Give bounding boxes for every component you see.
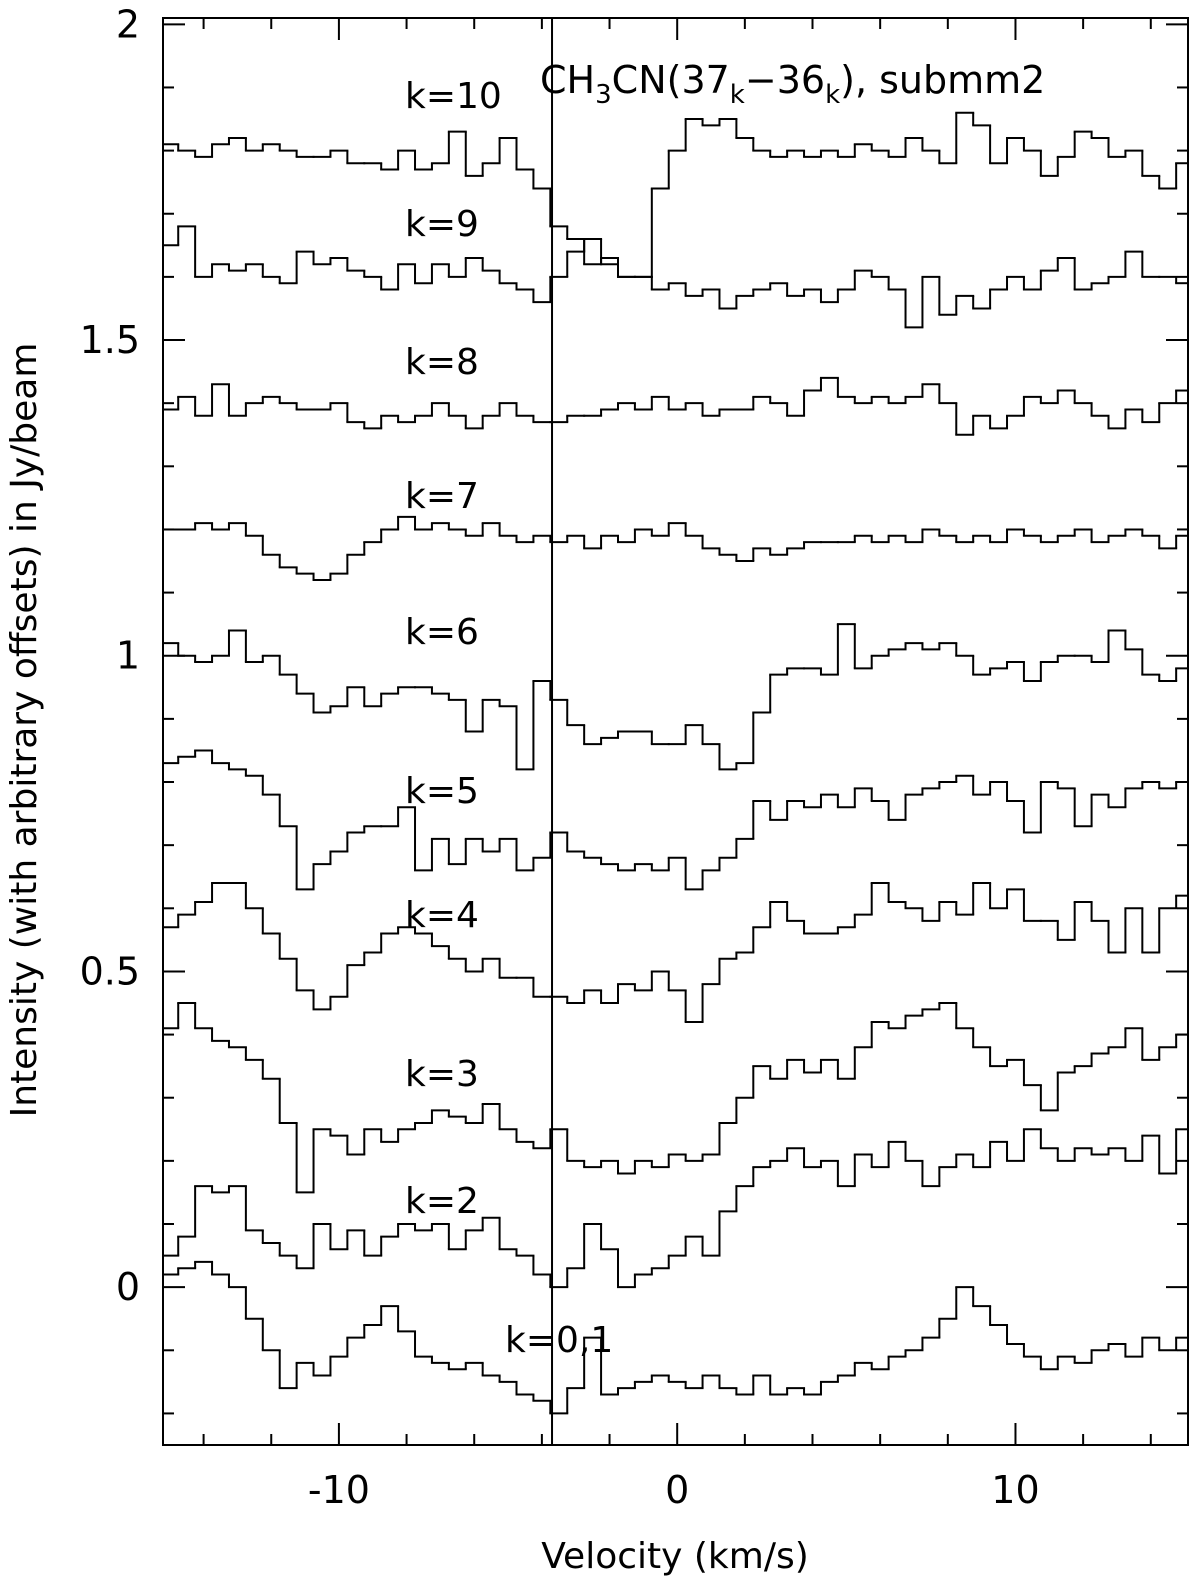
series-label: k=4 — [405, 895, 479, 936]
spectrum — [162, 1260, 1189, 1415]
spectrum — [162, 623, 1189, 771]
series-label: k=6 — [405, 612, 479, 653]
spectrum — [162, 515, 1189, 581]
series-label: k=8 — [405, 342, 479, 383]
y-tick-label: 0.5 — [80, 949, 140, 993]
series-label: k=5 — [405, 771, 479, 812]
y-tick-label: 1.5 — [80, 318, 140, 362]
spectrum — [162, 111, 1189, 278]
series-label: k=2 — [405, 1181, 479, 1222]
x-axis-title: Velocity (km/s) — [541, 1536, 809, 1577]
title-part: CN(37 — [612, 58, 730, 102]
title-part: k — [825, 80, 840, 110]
y-tick-label: 0 — [116, 1265, 140, 1309]
series-label: k=9 — [405, 204, 479, 245]
x-tick-label: -10 — [308, 1468, 370, 1512]
title-part: ), submm2 — [840, 58, 1045, 102]
series-label: k=0,1 — [505, 1320, 613, 1361]
spectrum — [162, 225, 1189, 329]
x-tick-label: 10 — [991, 1468, 1039, 1512]
series-label: k=7 — [405, 476, 479, 517]
series-label: k=10 — [405, 76, 502, 117]
spectrum — [162, 1002, 1189, 1194]
y-tick-label: 2 — [116, 2, 140, 46]
spectrum — [162, 882, 1189, 1023]
y-axis-title: Intensity (with arbitrary offsets) in Jy… — [4, 343, 45, 1118]
y-tick-label: 1 — [116, 634, 140, 678]
spectrum — [162, 749, 1189, 891]
title-part: k — [730, 80, 745, 110]
spectrum — [162, 376, 1189, 436]
x-tick-label: 0 — [665, 1468, 689, 1512]
series-label: k=3 — [405, 1054, 479, 1095]
spectrum — [162, 1128, 1189, 1289]
title-part: CH — [540, 58, 595, 102]
plot-frame — [162, 17, 1189, 1446]
title-part: 3 — [595, 80, 612, 110]
chart-title: CH3CN(37k−36k), submm2 — [540, 58, 1045, 110]
title-part: −36 — [745, 58, 825, 102]
